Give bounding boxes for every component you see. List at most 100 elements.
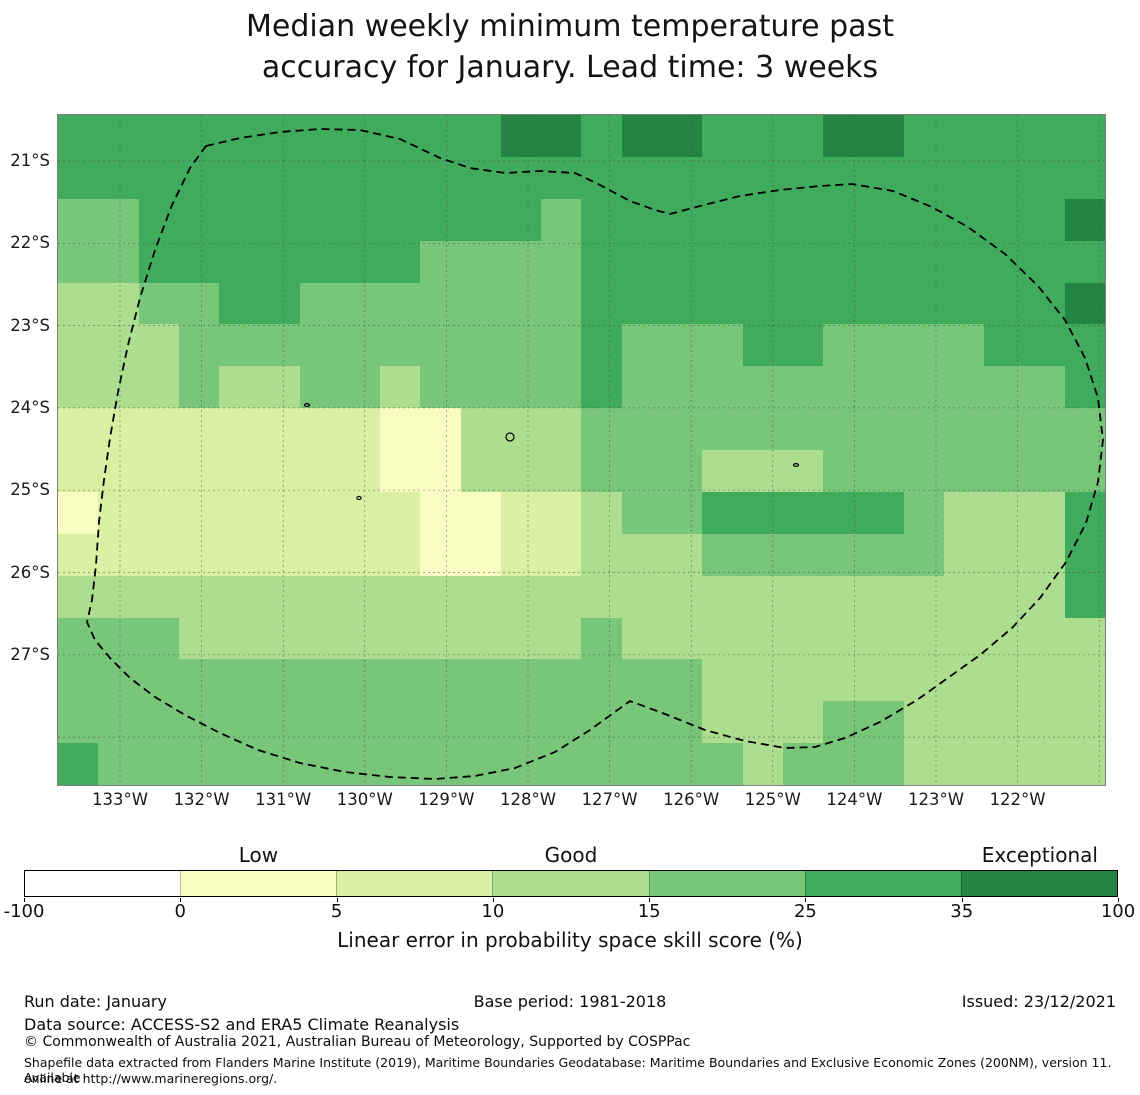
heatmap-cell (259, 701, 300, 744)
heatmap-cell (742, 617, 783, 660)
heatmap-cell (621, 575, 663, 618)
heatmap-cell (259, 743, 300, 785)
y-tick-label: 27°S (10, 644, 50, 664)
heatmap-cell (662, 408, 703, 450)
heatmap-cell (380, 282, 421, 325)
heatmap-cell (621, 324, 663, 367)
heatmap-cell (178, 743, 220, 785)
heatmap-cell (782, 533, 824, 576)
heatmap-cell (58, 240, 99, 283)
heatmap-cell (500, 743, 542, 785)
heatmap-cell (98, 491, 139, 534)
heatmap-cell (782, 240, 824, 283)
heatmap-cell (219, 575, 260, 618)
heatmap-cell (259, 282, 300, 325)
heatmap-cell (863, 533, 904, 576)
heatmap-cell (943, 701, 985, 744)
heatmap-cell (943, 366, 985, 409)
heatmap-cell (662, 366, 703, 409)
heatmap-cell (460, 659, 501, 702)
colorbar-segment (336, 871, 493, 896)
heatmap-cell (1024, 282, 1065, 325)
heatmap-cell (903, 617, 944, 660)
heatmap-cell (219, 115, 260, 157)
colorbar-tick-mark (336, 898, 338, 902)
heatmap-cell (662, 240, 703, 283)
x-tick-label: 122°W (989, 790, 1046, 809)
heatmap-cell (219, 617, 260, 660)
heatmap-cell (903, 240, 944, 283)
heatmap-cell (138, 450, 179, 492)
x-tick-label: 123°W (907, 790, 965, 809)
heatmap-cell (863, 366, 904, 409)
heatmap-cell (1064, 282, 1105, 325)
heatmap-cell (863, 115, 904, 157)
heatmap-cell (863, 575, 904, 618)
heatmap-cell (903, 198, 944, 241)
heatmap-cell (823, 240, 864, 283)
colorbar-tick-label: -100 (3, 901, 45, 922)
heatmap-cell (863, 701, 904, 744)
colorbar-band-label-exceptional: Exceptional (981, 843, 1098, 867)
colorbar-tick-mark (180, 898, 182, 902)
heatmap-cell (621, 240, 663, 283)
heatmap-cell (299, 533, 340, 576)
page-title: Median weekly minimum temperature past a… (0, 6, 1140, 88)
heatmap-cell (662, 617, 703, 660)
heatmap-cell (178, 450, 220, 492)
heatmap-cell (662, 491, 703, 534)
colorbar-segment (648, 871, 805, 896)
heatmap-cell (500, 156, 542, 199)
heatmap-cell (823, 156, 864, 199)
heatmap-cell (500, 701, 542, 744)
heatmap-cell (299, 366, 340, 409)
colorbar-tick-label: 25 (793, 901, 817, 922)
heatmap-cell (782, 115, 824, 157)
heatmap-cell (1064, 156, 1105, 199)
y-tick-label: 24°S (10, 397, 50, 417)
heatmap-cell (178, 282, 220, 325)
heatmap-cell (138, 324, 179, 367)
heatmap-cell (1024, 198, 1065, 241)
heatmap-cell (339, 366, 381, 409)
heatmap-cell (380, 366, 421, 409)
heatmap-cell (98, 617, 139, 660)
heatmap-cell (339, 240, 381, 283)
colorbar-segment (25, 871, 181, 896)
heatmap-cell (662, 701, 703, 744)
heatmap-cell (1064, 115, 1105, 157)
colorbar-tick-label: 100 (1100, 901, 1136, 922)
heatmap-cell (662, 450, 703, 492)
heatmap-cell (500, 450, 542, 492)
heatmap-cell (782, 743, 824, 785)
heatmap-cell (58, 115, 99, 157)
heatmap-cell (943, 408, 985, 450)
heatmap-cell (138, 408, 179, 450)
heatmap-cell (541, 617, 582, 660)
heatmap-cell (219, 366, 260, 409)
copyright-label: © Commonwealth of Australia 2021, Austra… (24, 1034, 691, 1050)
heatmap-cell (58, 450, 99, 492)
heatmap-cell (420, 156, 461, 199)
heatmap-cell (299, 282, 340, 325)
heatmap-cell (380, 701, 421, 744)
heatmap-cell (742, 491, 783, 534)
heatmap-cell (138, 575, 179, 618)
heatmap-cell (541, 115, 582, 157)
colorbar-tick-mark (649, 898, 651, 902)
heatmap-cell (662, 575, 703, 618)
heatmap-cell (541, 240, 582, 283)
heatmap-cell (782, 617, 824, 660)
heatmap-cell (742, 575, 783, 618)
heatmap-cell (782, 450, 824, 492)
heatmap-cell (662, 282, 703, 325)
heatmap-cell (98, 743, 139, 785)
heatmap-cell (98, 240, 139, 283)
heatmap-cell (178, 533, 220, 576)
heatmap-cell (299, 659, 340, 702)
heatmap-cell (460, 491, 501, 534)
heatmap-cell (299, 743, 340, 785)
heatmap-cell (1024, 575, 1065, 618)
heatmap-cell (943, 282, 985, 325)
heatmap-cell (58, 617, 99, 660)
